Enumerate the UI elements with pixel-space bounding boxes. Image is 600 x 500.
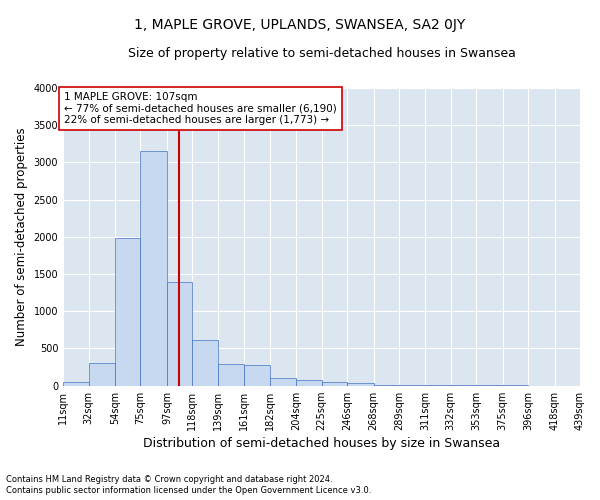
Text: Contains HM Land Registry data © Crown copyright and database right 2024.: Contains HM Land Registry data © Crown c… [6, 475, 332, 484]
Bar [218, 364, 244, 386]
Title: Size of property relative to semi-detached houses in Swansea: Size of property relative to semi-detach… [128, 48, 515, 60]
Y-axis label: Number of semi-detached properties: Number of semi-detached properties [15, 128, 28, 346]
Bar [140, 152, 167, 386]
Bar [115, 238, 140, 386]
Text: 1 MAPLE GROVE: 107sqm
← 77% of semi-detached houses are smaller (6,190)
22% of s: 1 MAPLE GROVE: 107sqm ← 77% of semi-deta… [64, 92, 337, 125]
Bar [399, 385, 425, 386]
Bar [89, 364, 115, 386]
Bar [374, 384, 399, 386]
Bar [296, 380, 322, 386]
Text: Contains public sector information licensed under the Open Government Licence v3: Contains public sector information licen… [6, 486, 371, 495]
Bar [347, 384, 374, 386]
Bar [425, 385, 451, 386]
Bar [193, 340, 218, 386]
X-axis label: Distribution of semi-detached houses by size in Swansea: Distribution of semi-detached houses by … [143, 437, 500, 450]
Bar [167, 282, 193, 386]
Bar [244, 365, 269, 386]
Text: 1, MAPLE GROVE, UPLANDS, SWANSEA, SA2 0JY: 1, MAPLE GROVE, UPLANDS, SWANSEA, SA2 0J… [134, 18, 466, 32]
Bar [269, 378, 296, 386]
Bar [63, 382, 89, 386]
Bar [322, 382, 347, 386]
